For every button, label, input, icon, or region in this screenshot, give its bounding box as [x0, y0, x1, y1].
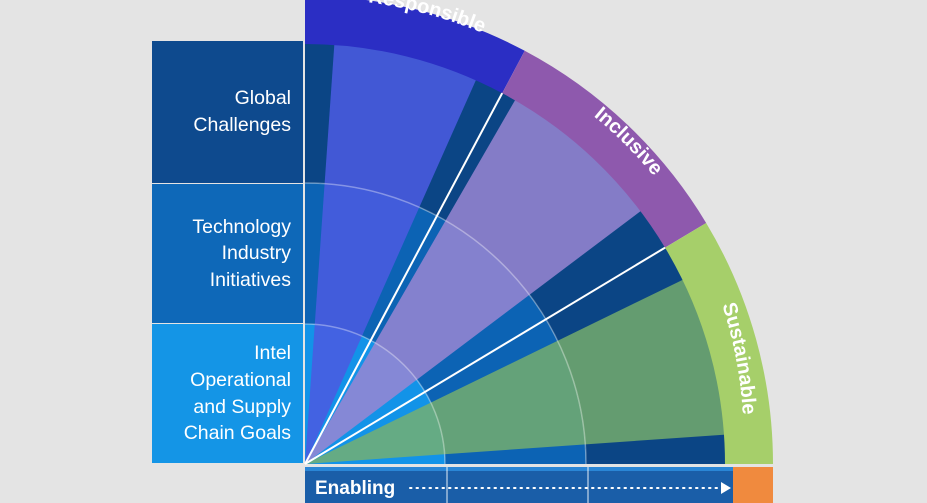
- spoke-divider: [304, 223, 705, 465]
- ring-divider: [304, 182, 587, 465]
- enabling-bar: Enabling: [305, 467, 773, 503]
- wedge-responsible: [305, 40, 478, 464]
- wedge-layer: [305, 40, 729, 464]
- wedge-inclusive: [305, 95, 645, 464]
- enabling-bar-background: [305, 467, 733, 503]
- spoke-divider-layer: [304, 52, 705, 465]
- enabling-bar-top-edge: [305, 467, 733, 471]
- arc-band-sustainable: [665, 222, 773, 464]
- ring-divider-layer: [304, 182, 587, 465]
- row-label-global-challenges: Global Challenges: [152, 41, 303, 183]
- wedge-sustainable: [305, 277, 729, 464]
- arc-band-inclusive: [502, 50, 707, 248]
- row-label-technology-industry-initiatives: Technology Industry Initiatives: [152, 184, 303, 323]
- enabling-label: Enabling: [315, 478, 395, 499]
- enabling-arrowhead-icon: [721, 482, 731, 494]
- enabling-bar-accent: [733, 467, 773, 503]
- outer-arc-layer: [305, 0, 773, 464]
- ring-divider: [304, 323, 446, 465]
- arc-band-responsible: [305, 0, 525, 94]
- row-label-intel-operational-goals: Intel Operational and Supply Chain Goals: [152, 324, 303, 463]
- spoke-divider: [304, 52, 525, 465]
